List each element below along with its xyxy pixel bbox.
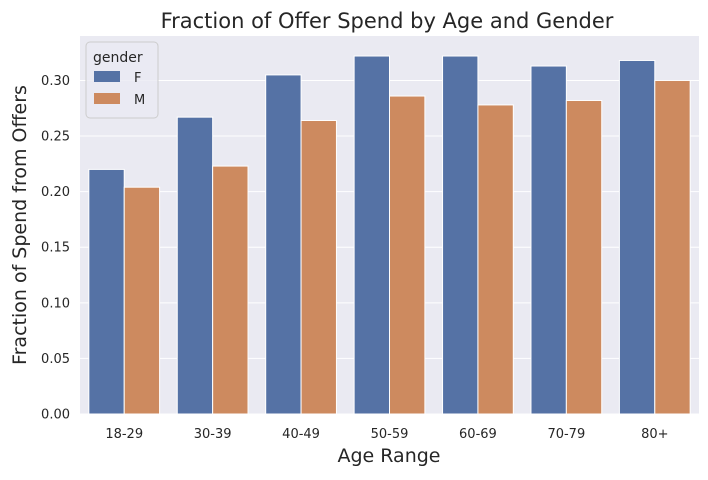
x-tick-label: 40-49 [282, 427, 320, 442]
x-tick-label: 80+ [641, 427, 668, 442]
legend-label-m: M [134, 93, 145, 108]
bar-m-70-79 [565, 99, 603, 415]
y-tick-label: 0.10 [41, 296, 70, 311]
legend-title: gender [93, 50, 143, 66]
x-axis-label: Age Range [337, 445, 440, 467]
bars [88, 55, 691, 415]
x-tick-label: 50-59 [371, 427, 409, 442]
bar-m-30-39 [212, 165, 249, 415]
x-tick-label: 60-69 [459, 427, 497, 442]
legend-swatch-m [94, 93, 120, 104]
x-tick-label: 30-39 [194, 427, 232, 442]
bar-f-60-69 [442, 55, 479, 415]
y-axis-ticks: 0.00 0.05 0.10 0.15 0.20 0.25 0.30 [41, 74, 70, 423]
y-tick-label: 0.25 [41, 130, 70, 145]
y-tick-label: 0.30 [41, 74, 70, 89]
x-tick-label: 70-79 [547, 427, 585, 442]
bar-f-30-39 [176, 116, 214, 415]
bar-f-50-59 [353, 55, 390, 415]
bar-m-50-59 [389, 95, 426, 415]
bar-m-80+ [654, 79, 691, 415]
legend-swatch-f [94, 71, 120, 82]
chart-title: Fraction of Offer Spend by Age and Gende… [161, 9, 614, 33]
bar-m-18-29 [123, 186, 161, 415]
bar-f-80+ [618, 59, 656, 415]
bar-f-40-49 [265, 74, 302, 415]
y-axis-label: Fraction of Spend from Offers [9, 85, 31, 365]
y-tick-label: 0.20 [41, 185, 70, 200]
y-tick-label: 0.00 [41, 408, 70, 423]
x-axis-ticks: 18-29 30-39 40-49 50-59 60-69 70-79 80+ [105, 427, 668, 442]
bar-m-60-69 [477, 104, 514, 415]
y-tick-label: 0.05 [41, 352, 70, 367]
legend-label-f: F [134, 71, 141, 86]
y-tick-label: 0.15 [41, 241, 70, 256]
bar-f-70-79 [530, 65, 567, 415]
x-tick-label: 18-29 [105, 427, 143, 442]
bar-f-18-29 [88, 168, 125, 415]
legend: gender F M [85, 41, 159, 119]
bar-m-40-49 [300, 119, 337, 415]
